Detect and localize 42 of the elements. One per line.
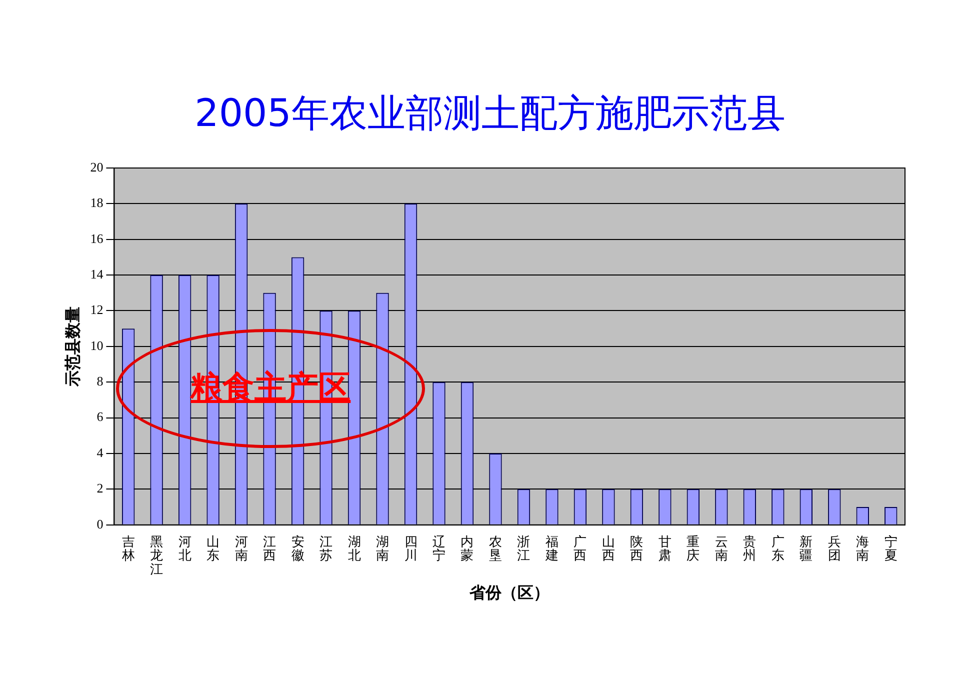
x-tick-label: 广西 — [574, 534, 587, 563]
x-axis-title: 省份（区） — [468, 584, 550, 602]
y-tick-label: 20 — [90, 159, 104, 174]
x-tick-label: 湖北 — [348, 534, 361, 563]
x-tick-label: 内蒙 — [460, 534, 474, 563]
x-tick-label: 山东 — [206, 534, 220, 563]
y-axis-title: 示范县数量 — [64, 306, 82, 388]
y-tick-label: 6 — [96, 409, 104, 424]
x-tick-label: 安徽 — [291, 534, 304, 563]
x-tick-label: 浙江 — [517, 534, 530, 563]
x-tick-label: 四川 — [404, 534, 418, 563]
x-tick-label: 黑龙江 — [150, 534, 164, 576]
x-tick-label: 宁夏 — [884, 534, 898, 563]
x-tick-label: 兵团 — [828, 534, 841, 563]
x-tick-label: 山西 — [602, 534, 615, 563]
x-tick-label: 陕西 — [630, 534, 644, 563]
x-tick-label: 江西 — [263, 534, 276, 563]
x-tick-label: 贵州 — [743, 534, 756, 563]
x-tick-label: 重庆 — [686, 534, 700, 563]
x-tick-label: 湖南 — [376, 534, 390, 563]
y-tick-label: 16 — [90, 230, 104, 246]
y-tick-label: 12 — [90, 302, 104, 318]
x-tick-label: 新疆 — [800, 534, 813, 563]
y-tick-label: 4 — [96, 444, 104, 460]
y-tick-label: 10 — [90, 338, 104, 353]
x-tick-label: 江苏 — [320, 534, 333, 563]
y-tick-label: 18 — [90, 195, 104, 210]
x-tick-label: 海南 — [856, 534, 870, 563]
chart-title: 2005年农业部测土配方施肥示范县 — [194, 90, 786, 137]
x-tick-label: 河南 — [234, 534, 248, 563]
y-tick-label: 2 — [96, 480, 104, 496]
x-tick-label: 辽宁 — [432, 534, 446, 563]
x-tick-label: 吉林 — [120, 534, 135, 563]
x-tick-label: 云南 — [714, 534, 728, 563]
y-tick-label: 8 — [96, 374, 104, 389]
y-tick-label: 0 — [96, 516, 104, 532]
x-tick-label: 农垦 — [488, 534, 502, 563]
x-tick-label: 福建 — [544, 534, 558, 563]
x-tick-label: 甘肃 — [658, 534, 672, 563]
y-tick-label: 14 — [90, 266, 104, 282]
x-tick-label: 广东 — [771, 534, 784, 563]
x-tick-label: 河北 — [178, 534, 192, 563]
